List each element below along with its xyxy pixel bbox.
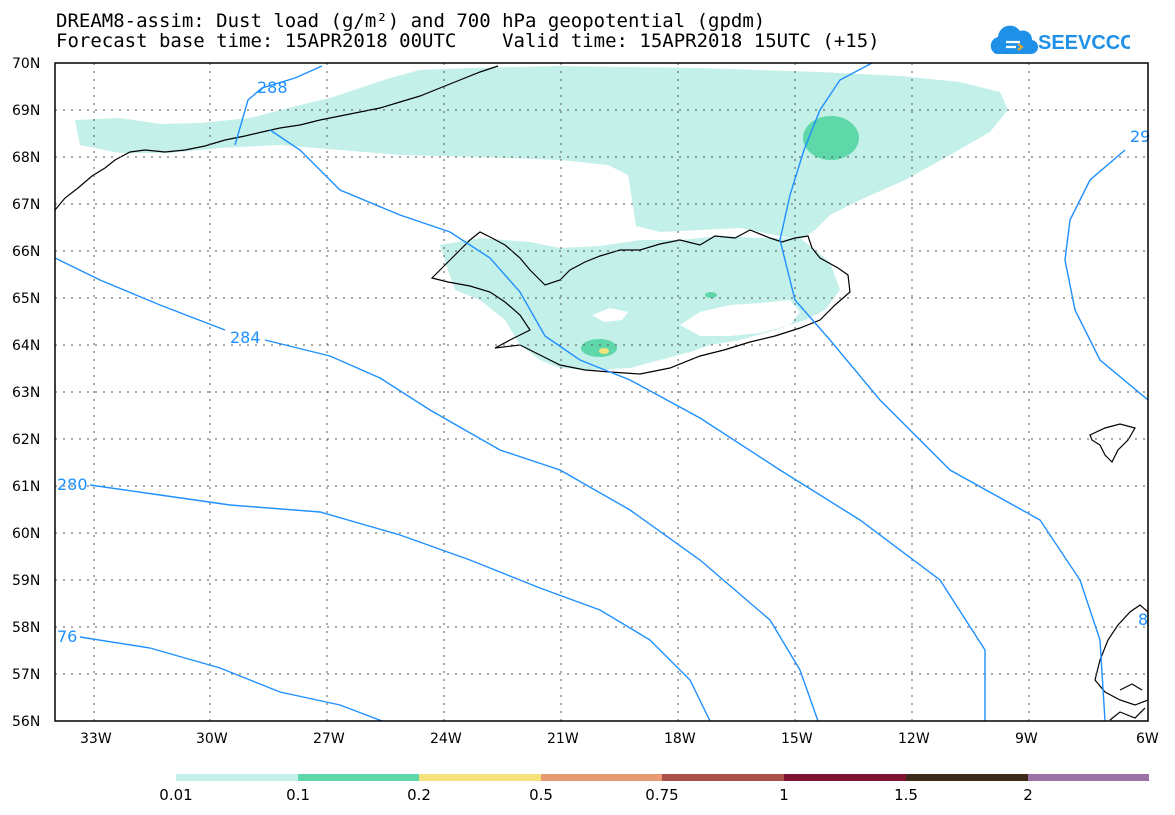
coast-greenland bbox=[54, 65, 499, 211]
lat-label: 61N bbox=[12, 479, 40, 495]
colorbar-label: 0.5 bbox=[529, 786, 553, 804]
coastlines bbox=[54, 65, 1149, 721]
dust-spot-east bbox=[705, 292, 717, 298]
lon-label: 12W bbox=[898, 731, 930, 747]
dust-area-iceland bbox=[440, 236, 840, 370]
lat-label: 57N bbox=[12, 667, 40, 683]
colorbar-segment bbox=[541, 774, 662, 781]
lon-label: 21W bbox=[547, 731, 579, 747]
map-frame bbox=[54, 62, 1149, 722]
forecast-time-line: Forecast base time: 15APR2018 00UTC Vali… bbox=[56, 30, 880, 52]
colorbar-label: 0.75 bbox=[645, 786, 679, 804]
lon-axis: 33W 30W 27W 24W 21W 18W 15W 12W 9W 6W bbox=[80, 731, 1159, 747]
dust-gap-south bbox=[680, 300, 800, 336]
lat-label: 67N bbox=[12, 197, 40, 213]
lon-label: 24W bbox=[430, 731, 462, 747]
lon-label: 6W bbox=[1136, 731, 1159, 747]
geopotential-contours bbox=[54, 62, 1149, 722]
lat-label: 63N bbox=[12, 385, 40, 401]
contour-280 bbox=[89, 484, 711, 722]
contour-label: 284 bbox=[230, 328, 261, 347]
dust-gap-west bbox=[592, 308, 628, 322]
cloud-logo-icon bbox=[990, 25, 1039, 55]
contour-label: 288 bbox=[257, 78, 288, 97]
colorbar-label: 0.1 bbox=[286, 786, 310, 804]
contour-label-group: 288 284 280 76 29 8 bbox=[57, 78, 1150, 646]
lon-label: 15W bbox=[781, 731, 813, 747]
colorbar-segment bbox=[419, 774, 541, 781]
coast-scotland bbox=[1094, 604, 1149, 706]
lat-label: 58N bbox=[12, 620, 40, 636]
lat-label: 69N bbox=[12, 103, 40, 119]
dust-load-areas bbox=[75, 66, 1008, 370]
lon-label: 27W bbox=[313, 731, 345, 747]
lat-label: 68N bbox=[12, 150, 40, 166]
lat-label: 56N bbox=[12, 714, 40, 730]
lat-label: 65N bbox=[12, 291, 40, 307]
graticule bbox=[55, 63, 1148, 721]
colorbar-segment bbox=[662, 774, 784, 781]
lat-axis: 70N 69N 68N 67N 66N 65N 64N 63N 62N 61N … bbox=[12, 56, 40, 730]
lat-label: 64N bbox=[12, 338, 40, 354]
logo-text: SEEVCCC bbox=[1038, 32, 1130, 54]
colorbar-label: 1 bbox=[779, 786, 789, 804]
lat-label: 70N bbox=[12, 56, 40, 72]
lon-label: 30W bbox=[196, 731, 228, 747]
lat-label: 66N bbox=[12, 244, 40, 260]
colorbar-segment bbox=[176, 774, 298, 781]
colorbar-segment bbox=[1028, 774, 1149, 781]
dust-area-medium-south bbox=[581, 339, 617, 357]
lon-label: 9W bbox=[1015, 731, 1038, 747]
colorbar-label: 2 bbox=[1023, 786, 1033, 804]
dust-area-north bbox=[75, 66, 1008, 240]
coast-scotland-islands bbox=[1109, 683, 1146, 721]
contour-288 bbox=[234, 65, 986, 721]
contour-label: 76 bbox=[57, 627, 77, 646]
contour-far-east bbox=[1064, 149, 1149, 401]
colorbar-segment bbox=[906, 774, 1028, 781]
contour-label: 280 bbox=[57, 475, 88, 494]
lon-label: 18W bbox=[664, 731, 696, 747]
contour-284 bbox=[54, 257, 819, 722]
colorbar-label: 0.2 bbox=[407, 786, 431, 804]
contour-label: 8 bbox=[1138, 610, 1148, 629]
dust-area-medium-northeast bbox=[803, 116, 859, 160]
coast-faroe bbox=[1089, 423, 1136, 464]
contour-north-east bbox=[779, 62, 1106, 722]
lat-label: 60N bbox=[12, 526, 40, 542]
lon-label: 33W bbox=[80, 731, 112, 747]
contour-label: 29 bbox=[1130, 127, 1150, 146]
lat-label: 62N bbox=[12, 432, 40, 448]
map-title: DREAM8-assim: Dust load (g/m²) and 700 h… bbox=[56, 10, 766, 32]
dust-area-high-south bbox=[599, 348, 609, 354]
colorbar-segment bbox=[298, 774, 419, 781]
coast-iceland bbox=[430, 229, 851, 375]
colorbar-label: 1.5 bbox=[894, 786, 918, 804]
seevccc-logo: SEEVCCC bbox=[990, 25, 1130, 55]
colorbar-label: 0.01 bbox=[159, 786, 193, 804]
contour-276 bbox=[79, 636, 383, 722]
lat-label: 59N bbox=[12, 573, 40, 589]
colorbar-segment bbox=[784, 774, 906, 781]
